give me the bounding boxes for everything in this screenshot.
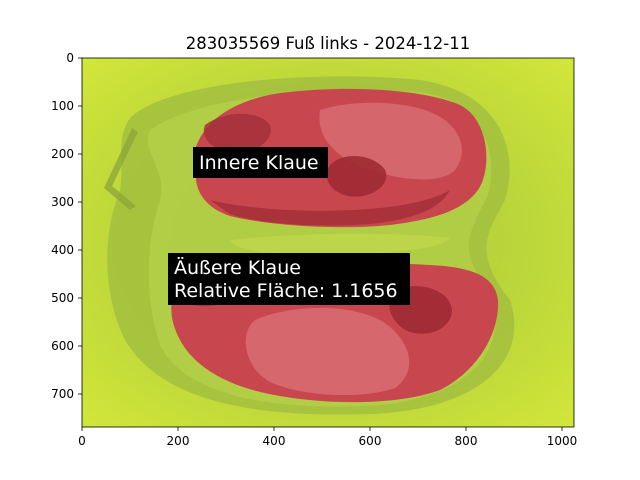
- axes-frame: [81, 57, 575, 428]
- hoof-image: [82, 58, 574, 427]
- y-tick-600: 600: [51, 339, 82, 353]
- y-tick-700: 700: [51, 387, 82, 401]
- annotation-inner-claw: Innere Klaue: [193, 147, 328, 178]
- y-tick-0: 0: [66, 51, 82, 65]
- outer-claw-light-region: [245, 307, 410, 396]
- y-tick-200: 200: [51, 147, 82, 161]
- interdigital-gap: [230, 233, 450, 255]
- x-tick-600: 600: [359, 427, 382, 448]
- annotation-outer-claw: Äußere Klaue Relative Fläche: 1.1656: [168, 253, 410, 305]
- annotation-box: [168, 253, 410, 305]
- y-tick-label: 300: [51, 195, 74, 209]
- y-tick-500: 500: [51, 291, 82, 305]
- annotation-label: Innere Klaue: [199, 152, 319, 174]
- annotation-relative-area: Relative Fläche: 1.1656: [174, 280, 398, 302]
- annotation-box: [193, 147, 328, 178]
- x-tick-label: 400: [263, 434, 286, 448]
- x-tick-200: 200: [167, 427, 190, 448]
- x-tick-label: 0: [78, 434, 86, 448]
- inner-claw-dark-spot: [326, 155, 387, 197]
- y-tick-label: 600: [51, 339, 74, 353]
- x-tick-label: 1000: [547, 434, 578, 448]
- x-tick-0: 0: [78, 427, 86, 448]
- y-tick-label: 100: [51, 99, 74, 113]
- y-tick-label: 0: [66, 51, 74, 65]
- x-tick-label: 800: [455, 434, 478, 448]
- figure-title: 283035569 Fuß links - 2024-12-11: [186, 34, 471, 53]
- annotation-label: Äußere Klaue: [174, 256, 301, 279]
- y-tick-100: 100: [51, 99, 82, 113]
- x-tick-label: 200: [167, 434, 190, 448]
- y-tick-label: 400: [51, 243, 74, 257]
- x-tick-400: 400: [263, 427, 286, 448]
- y-axis: 0 100 200 300 400 500 600 700: [51, 51, 82, 401]
- y-tick-label: 200: [51, 147, 74, 161]
- x-tick-label: 600: [359, 434, 382, 448]
- inner-claw-dark-region: [210, 190, 450, 226]
- inner-claw-dark-spot-2: [203, 113, 271, 153]
- x-tick-1000: 1000: [547, 427, 578, 448]
- y-tick-label: 500: [51, 291, 74, 305]
- y-tick-label: 700: [51, 387, 74, 401]
- y-tick-300: 300: [51, 195, 82, 209]
- x-axis: 0 200 400 600 800 1000: [78, 427, 577, 448]
- x-tick-800: 800: [455, 427, 478, 448]
- hook-mark: [104, 128, 138, 210]
- y-tick-400: 400: [51, 243, 82, 257]
